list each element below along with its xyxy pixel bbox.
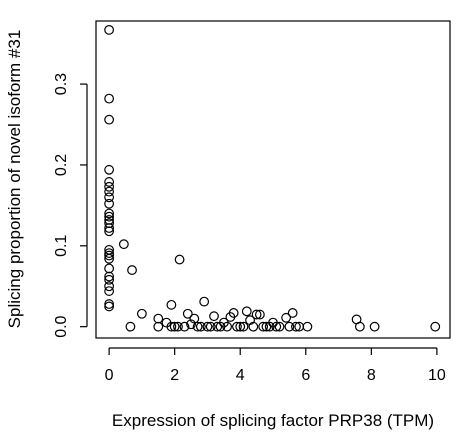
data-point [284, 321, 295, 332]
y-axis-label: Splicing proportion of novel isoform #31 [5, 30, 24, 329]
data-point [238, 321, 249, 332]
data-point [186, 319, 196, 330]
data-point [354, 321, 365, 332]
y-axis: 0.0 0.1 0.2 0.3 [53, 73, 88, 338]
data-point [202, 321, 213, 332]
data-point [209, 311, 219, 322]
data-point [104, 192, 115, 203]
y-tick-label: 0.3 [53, 73, 70, 95]
x-tick-label: 0 [105, 367, 114, 384]
data-point [166, 299, 177, 310]
x-tick-label: 4 [236, 367, 245, 384]
data-point [104, 93, 115, 104]
plot-frame [95, 20, 451, 339]
data-point [174, 254, 185, 265]
x-axis-label: Expression of splicing factor PRP38 (TPM… [112, 411, 434, 430]
data-point [104, 263, 115, 274]
data-point [153, 313, 164, 324]
x-tick-label: 6 [301, 367, 310, 384]
data-point [104, 301, 115, 312]
data-point [369, 321, 380, 332]
data-point [248, 321, 259, 332]
data-point [251, 309, 262, 320]
data-point [192, 321, 203, 332]
data-point [127, 265, 137, 275]
data-point [104, 250, 115, 261]
data-point [104, 248, 115, 258]
data-point [104, 198, 115, 209]
data-point [205, 321, 216, 332]
data-point [189, 313, 200, 324]
data-point [281, 312, 292, 323]
data-point [104, 271, 115, 282]
x-tick-label: 2 [170, 367, 179, 384]
data-points [104, 24, 441, 332]
data-point [228, 308, 239, 318]
data-point [104, 177, 115, 187]
data-point [136, 308, 147, 319]
data-point [302, 321, 313, 332]
data-point [287, 308, 298, 318]
data-point [182, 308, 193, 319]
data-point [104, 253, 115, 264]
data-point [258, 321, 269, 332]
y-tick-label: 0.1 [53, 235, 70, 257]
data-point [104, 186, 115, 197]
data-point [430, 321, 441, 332]
data-point [271, 321, 282, 332]
data-point [104, 299, 115, 309]
data-point [169, 321, 180, 332]
data-point [254, 309, 265, 320]
data-point [104, 226, 115, 237]
data-point [222, 321, 233, 332]
data-point [104, 223, 115, 233]
data-point [118, 239, 129, 250]
data-point [104, 281, 115, 292]
data-point [166, 321, 177, 332]
data-point [104, 181, 115, 192]
data-point [232, 321, 242, 332]
data-point [104, 114, 115, 125]
data-point [199, 296, 210, 307]
y-tick-label: 0.0 [53, 315, 70, 337]
data-point [274, 321, 285, 332]
data-point [104, 211, 115, 222]
x-axis: 0 2 4 6 8 10 [105, 347, 446, 384]
x-tick-label: 10 [428, 367, 446, 384]
x-tick-label: 8 [367, 367, 376, 384]
data-point [173, 321, 183, 332]
data-point [195, 321, 206, 332]
data-point [104, 164, 115, 175]
data-point [104, 208, 115, 219]
data-point [235, 321, 246, 332]
data-point [104, 24, 115, 35]
data-point [104, 286, 115, 296]
data-point [153, 321, 164, 332]
data-point [179, 321, 190, 332]
data-point [104, 274, 115, 285]
data-point [125, 321, 136, 332]
data-point [241, 306, 252, 317]
y-tick-label: 0.2 [53, 154, 70, 176]
data-point [291, 321, 301, 332]
